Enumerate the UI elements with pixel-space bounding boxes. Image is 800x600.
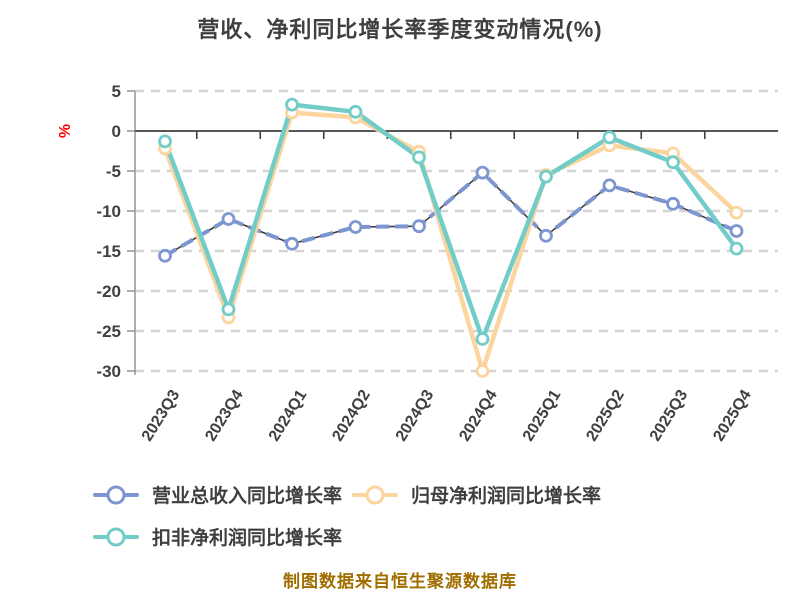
data-point-marker — [729, 241, 744, 256]
data-point-marker — [602, 130, 617, 145]
legend-circle-marker-icon — [106, 485, 126, 504]
x-tick-label: 2024Q4 — [456, 387, 501, 444]
chart-canvas: 5 0 -5 -10 -15 -20 -25 -30% 2023Q3 2023Q4 2024Q1 20… — [57, 82, 778, 444]
data-point-marker — [539, 228, 553, 243]
legend-label-deducted-net-profit-growth: 扣非净利润同比增长率 — [152, 528, 343, 549]
y-axis-unit-label: % — [57, 124, 74, 138]
x-tick-label: 2024Q3 — [393, 387, 438, 444]
data-point-marker — [158, 134, 172, 149]
y-tick-label: -30 — [96, 362, 121, 381]
data-point-marker — [348, 104, 363, 119]
data-source-note: 制图数据来自恒生聚源数据库 — [283, 572, 517, 591]
x-tick-label: 2024Q2 — [329, 387, 374, 444]
data-point-marker — [412, 219, 426, 234]
legend-line-swatch — [352, 492, 398, 497]
legend-item-net-profit-growth: 归母净利润同比增长率 — [352, 481, 601, 508]
data-point-marker — [539, 169, 553, 184]
x-tick-label: 2025Q2 — [583, 387, 628, 444]
x-tick-label: 2023Q4 — [202, 387, 247, 444]
x-tick-label: 2025Q1 — [520, 387, 565, 444]
legend-line-swatch — [93, 492, 139, 497]
data-point-marker — [348, 220, 363, 234]
data-point-marker — [729, 224, 744, 238]
data-point-marker — [221, 302, 236, 317]
series-markers-2 — [158, 97, 744, 346]
data-point-marker — [285, 236, 299, 251]
x-tick-label: 2023Q3 — [139, 387, 184, 444]
x-tick-label: 2025Q4 — [710, 387, 755, 444]
data-point-marker — [729, 205, 744, 220]
y-tick-label: -15 — [96, 242, 121, 261]
y-tick-label: 0 — [112, 122, 121, 141]
y-tick-label: -25 — [96, 322, 121, 341]
data-point-marker — [158, 248, 172, 263]
legend-label-revenue-growth: 营业总收入同比增长率 — [152, 486, 343, 507]
legend-marker-deducted-net-profit-growth — [93, 527, 139, 547]
data-point-marker — [475, 364, 490, 378]
series-line-2 — [162, 102, 739, 342]
gridlines — [135, 89, 778, 373]
y-tick-label: -10 — [96, 202, 121, 221]
legend-circle-marker-icon — [106, 527, 126, 546]
legend-marker-net-profit-growth — [352, 485, 398, 505]
y-tick-label: 5 — [112, 82, 121, 101]
legend-item-deducted-net-profit-growth: 扣非净利润同比增长率 — [93, 523, 342, 550]
data-point-marker — [412, 150, 426, 165]
legend-circle-marker-icon — [365, 485, 385, 504]
series-markers-0 — [158, 165, 744, 263]
legend-label-net-profit-growth: 归母净利润同比增长率 — [411, 486, 602, 507]
series-line-0 — [163, 170, 738, 258]
y-axis: 5 0 -5 -10 -15 -20 -25 -30% — [57, 82, 136, 381]
data-point-marker — [475, 332, 490, 346]
data-point-marker — [285, 97, 299, 112]
data-point-marker — [475, 165, 490, 180]
legend-line-swatch — [93, 534, 139, 539]
y-tick-label: -20 — [96, 282, 121, 301]
x-tick-label: 2025Q3 — [647, 387, 692, 444]
data-point-marker — [666, 196, 680, 211]
legend-marker-revenue-growth — [93, 485, 139, 505]
x-tick-label: 2024Q1 — [266, 387, 311, 444]
y-tick-label: -5 — [106, 162, 121, 181]
data-point-marker — [221, 212, 236, 226]
data-point-marker — [602, 178, 617, 193]
data-point-marker — [666, 155, 680, 170]
chart-title: 营收、净利同比增长率季度变动情况(%) — [197, 17, 603, 42]
legend-item-revenue-growth: 营业总收入同比增长率 — [93, 481, 342, 508]
